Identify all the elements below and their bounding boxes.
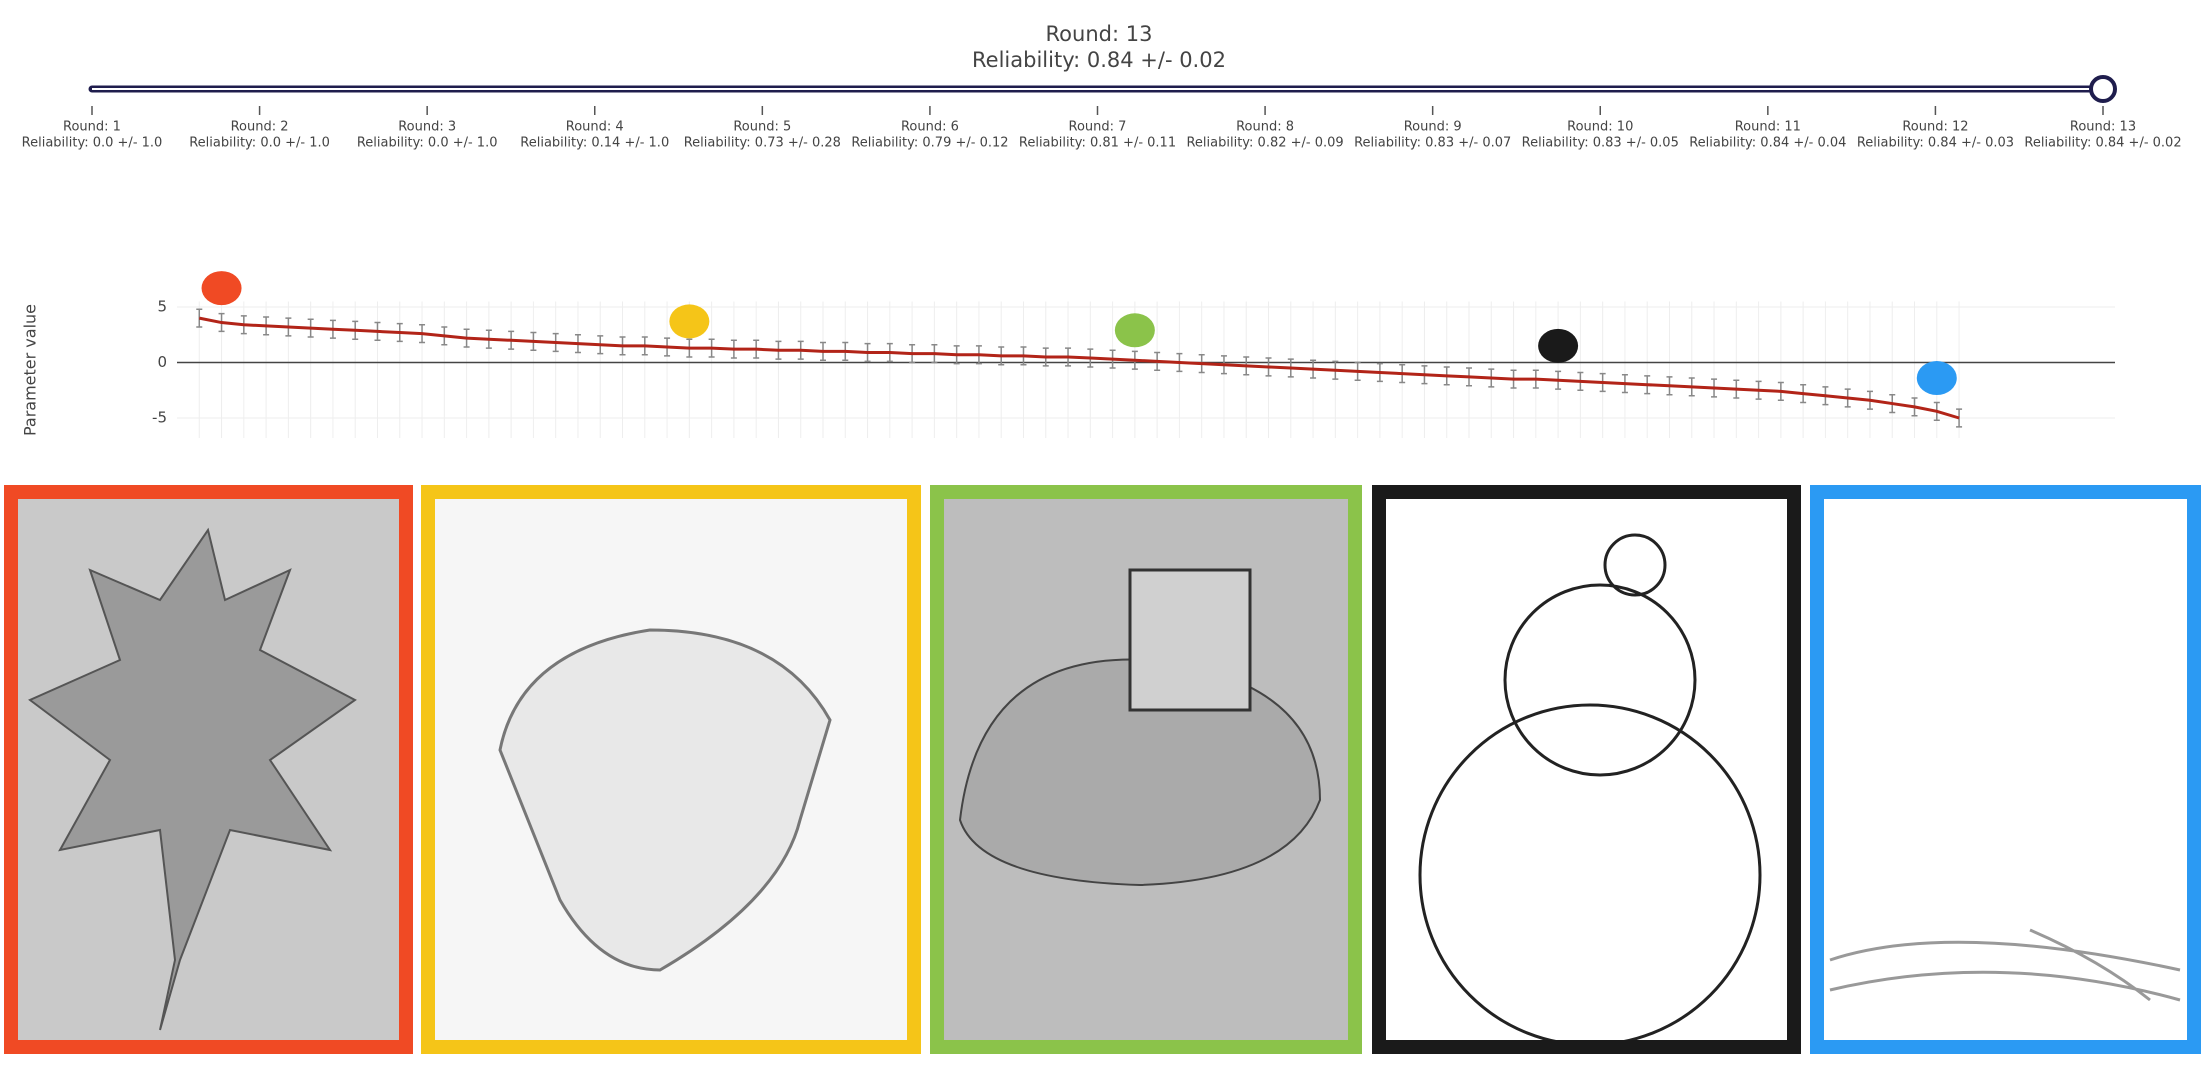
- error-bar: [1956, 408, 1963, 428]
- y-tick-label: -5: [152, 409, 167, 427]
- highlight-dot: [1916, 361, 1957, 396]
- step-round-label[interactable]: Round: 5: [733, 120, 791, 135]
- step-reliability-label[interactable]: Reliability: 0.79 +/- 0.12: [851, 136, 1008, 151]
- highlight-dot: [1114, 313, 1155, 348]
- line: [198, 316, 1960, 420]
- step-reliability-label[interactable]: Reliability: 0.82 +/- 0.09: [1186, 136, 1343, 151]
- panel-frames: [4, 485, 2201, 1054]
- image-snowman: [1386, 499, 1787, 1040]
- highlight-dot: [1538, 328, 1579, 363]
- panel-frame[interactable]: [421, 485, 921, 1054]
- step-reliability-label[interactable]: Reliability: 0.84 +/- 0.04: [1689, 136, 1846, 151]
- step-reliability-label[interactable]: Reliability: 0.83 +/- 0.05: [1522, 136, 1679, 151]
- step-reliability-label[interactable]: Reliability: 0.84 +/- 0.02: [2024, 136, 2181, 151]
- step-reliability-label[interactable]: Reliability: 0.81 +/- 0.11: [1019, 136, 1176, 151]
- step-round-label[interactable]: Round: 10: [1567, 120, 1633, 135]
- slider-handle[interactable]: [2089, 75, 2117, 103]
- blank-sketch: [1829, 928, 2181, 1002]
- highlight-dot: [201, 271, 242, 306]
- leaf-sketch: [28, 527, 357, 1031]
- panel-frame[interactable]: [1372, 485, 1801, 1054]
- step-reliability-label[interactable]: Reliability: 0.84 +/- 0.03: [1857, 136, 2014, 151]
- step-round-label[interactable]: Round: 12: [1902, 120, 1968, 135]
- step-reliability-label[interactable]: Reliability: 0.0 +/- 1.0: [189, 136, 330, 151]
- mushroom-sketch: [958, 658, 1322, 887]
- snowman-middle: [1503, 583, 1697, 777]
- panel-frame[interactable]: [4, 485, 413, 1054]
- shell-sketch: [498, 628, 832, 972]
- round-title: Round: 13: [1046, 22, 1153, 46]
- panel-images: [18, 499, 2187, 1047]
- chart: -5 0 5: [152, 271, 2115, 438]
- snowman-top: [1603, 533, 1667, 597]
- step-round-label[interactable]: Round: 6: [901, 120, 959, 135]
- step-round-label[interactable]: Round: 8: [1236, 120, 1294, 135]
- step-round-label[interactable]: Round: 7: [1069, 120, 1127, 135]
- y-tick-label: 5: [157, 298, 167, 316]
- panel-frame[interactable]: [930, 485, 1362, 1054]
- panel-frame[interactable]: [1810, 485, 2201, 1054]
- step-round-label[interactable]: Round: 3: [398, 120, 456, 135]
- step-round-label[interactable]: Round: 13: [2070, 120, 2136, 135]
- y-axis-label: Parameter value: [21, 304, 40, 436]
- image-blank: [1824, 499, 2187, 1040]
- step-round-label[interactable]: Round: 9: [1404, 120, 1462, 135]
- step-round-label[interactable]: Round: 11: [1735, 120, 1801, 135]
- step-reliability-label[interactable]: Reliability: 0.0 +/- 1.0: [357, 136, 498, 151]
- mushroom-stem: [1128, 568, 1252, 712]
- reliability-title: Reliability: 0.84 +/- 0.02: [972, 48, 1226, 72]
- step-reliability-label[interactable]: Reliability: 0.0 +/- 1.0: [22, 136, 163, 151]
- step-round-label[interactable]: Round: 4: [566, 120, 624, 135]
- step-round-label[interactable]: Round: 2: [231, 120, 289, 135]
- step-reliability-label[interactable]: Reliability: 0.73 +/- 0.28: [684, 136, 841, 151]
- step-reliability-label[interactable]: Reliability: 0.83 +/- 0.07: [1354, 136, 1511, 151]
- y-tick-label: 0: [157, 353, 167, 371]
- step-reliability-label[interactable]: Reliability: 0.14 +/- 1.0: [520, 136, 669, 151]
- highlight-dot: [669, 304, 710, 339]
- step-round-label[interactable]: Round: 1: [63, 120, 121, 135]
